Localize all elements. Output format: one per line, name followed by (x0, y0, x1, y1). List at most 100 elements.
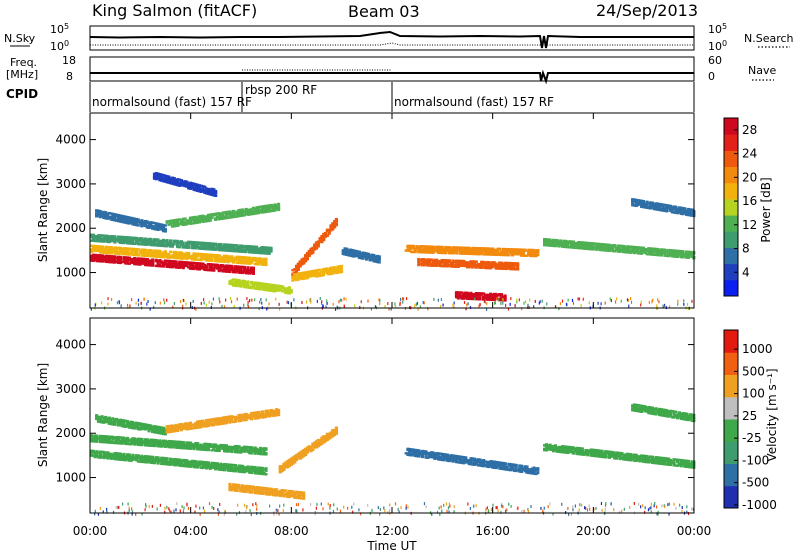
echo-cell (293, 277, 297, 281)
echo-cell (208, 255, 212, 259)
echo-cell (409, 250, 414, 254)
speckle (320, 301, 323, 305)
echo-cell (620, 249, 624, 252)
echo-cell (172, 256, 176, 260)
echo-cell (98, 215, 102, 219)
echo-cell (354, 254, 358, 257)
echo-cell (262, 450, 266, 454)
echo-cell (187, 447, 191, 450)
echo-cell (197, 262, 202, 265)
echo-cell (134, 241, 139, 244)
echo-cell (136, 254, 140, 257)
echo-cell (242, 285, 246, 289)
echo-cell (188, 267, 193, 270)
speckle (205, 303, 208, 307)
echo-cell (156, 442, 160, 446)
echo-cell (638, 202, 642, 206)
echo-cell (464, 246, 468, 250)
echo-cell (147, 226, 151, 230)
speckle (546, 302, 548, 306)
echo-cell (90, 440, 94, 443)
echo-cell (165, 180, 169, 184)
echo-cell (194, 466, 198, 469)
echo-cell (494, 267, 498, 270)
echo-cell (145, 221, 149, 224)
echo-cell (133, 247, 137, 251)
echo-cell (503, 249, 507, 252)
echo-cell (483, 253, 488, 256)
echo-cell (188, 183, 193, 187)
echo-cell (183, 223, 187, 226)
echo-cell (480, 266, 484, 269)
echo-cell (129, 252, 133, 255)
echo-cell (478, 292, 482, 295)
echo-cell (530, 254, 534, 258)
echo-cell (329, 270, 333, 273)
echo-cell (172, 264, 176, 268)
echo-cell (194, 261, 198, 265)
echo-cell (115, 441, 119, 445)
echo-cell (650, 253, 655, 256)
echo-cell (248, 471, 252, 474)
echo-cell (188, 220, 193, 223)
echo-cell (187, 262, 191, 265)
echo-cell (262, 210, 266, 214)
echo-cell (219, 446, 223, 449)
echo-cell (138, 423, 142, 426)
echo-cell (93, 440, 97, 443)
echo-cell (311, 274, 315, 278)
echo-cell (276, 208, 281, 212)
echo-cell (267, 250, 271, 253)
echo-cell (314, 269, 318, 272)
echo-cell (197, 444, 202, 448)
echo-cell (215, 217, 220, 220)
echo-cell (577, 242, 581, 245)
echo-cell (474, 297, 478, 301)
echo-cell (210, 216, 214, 220)
echo-cell (316, 274, 320, 278)
echo-cell (233, 271, 238, 274)
speckle (582, 297, 584, 301)
echo-cell (296, 264, 300, 268)
echo-cell (196, 466, 200, 469)
echo-cell (329, 272, 333, 276)
echo-cell (214, 265, 218, 269)
echo-cell (336, 271, 340, 274)
echo-cell (113, 219, 117, 222)
echo-cell (143, 238, 148, 242)
echo-cell (562, 243, 566, 246)
echo-cell (498, 298, 502, 302)
echo-cell (223, 270, 227, 273)
echo-cell (654, 204, 658, 207)
echo-cell (645, 249, 649, 252)
echo-cell (260, 449, 264, 452)
speckle (130, 298, 133, 302)
speckle (442, 303, 444, 307)
speckle (541, 299, 543, 303)
echo-cell (163, 180, 167, 183)
echo-cell (140, 240, 144, 244)
speckle (126, 303, 129, 307)
echo-cell (266, 284, 270, 287)
echo-cell (550, 244, 554, 247)
echo-cell (469, 264, 473, 268)
echo-cell (333, 220, 337, 223)
echo-cell (199, 448, 203, 451)
speckle (588, 301, 590, 305)
echo-cell (275, 285, 279, 289)
echo-region (90, 253, 255, 275)
echo-cell (600, 246, 604, 249)
echo-cell (197, 221, 202, 224)
echo-cell (233, 211, 238, 215)
echo-cell (444, 265, 448, 268)
echo-cell (489, 266, 493, 270)
echo-cell (100, 450, 104, 454)
echo-cell (106, 436, 110, 439)
echo-cell (257, 472, 261, 475)
echo-cell (551, 244, 556, 248)
echo-cell (465, 265, 469, 269)
echo-cell (131, 424, 135, 427)
echo-cell (140, 427, 144, 430)
echo-cell (196, 217, 200, 221)
speckle (90, 307, 92, 311)
